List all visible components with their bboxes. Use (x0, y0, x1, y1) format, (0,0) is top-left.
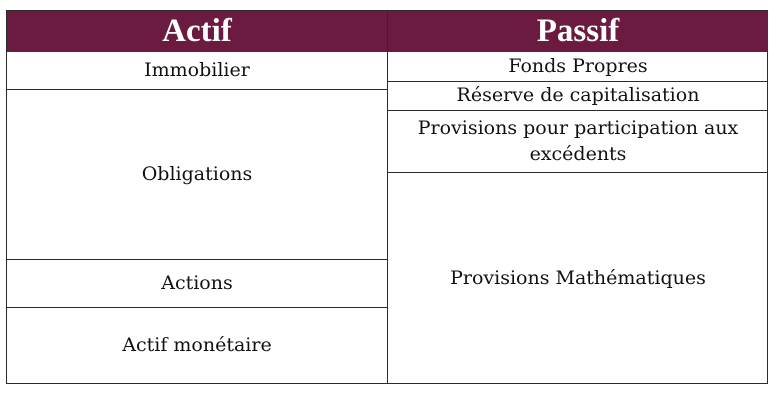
balance-sheet-table: Actif Passif Immobilier Obligations Acti… (6, 10, 768, 384)
passif-column: Fonds Propres Réserve de capitalisation … (388, 52, 768, 383)
reserve-capitalisation-cell: Réserve de capitalisation (388, 82, 768, 111)
passif-header: Passif (388, 11, 768, 52)
actions-cell: Actions (7, 260, 387, 308)
obligations-cell: Obligations (7, 90, 387, 260)
actif-column: Immobilier Obligations Actions Actif mon… (7, 52, 388, 383)
actif-header: Actif (7, 11, 388, 52)
immobilier-cell: Immobilier (7, 52, 387, 90)
provisions-mathematiques-cell: Provisions Mathématiques (450, 266, 706, 289)
fonds-propres-cell: Fonds Propres (388, 52, 768, 82)
provisions-participation-cell: Provisions pour participation aux excéde… (388, 111, 768, 173)
actif-monetaire-cell: Actif monétaire (122, 334, 272, 357)
